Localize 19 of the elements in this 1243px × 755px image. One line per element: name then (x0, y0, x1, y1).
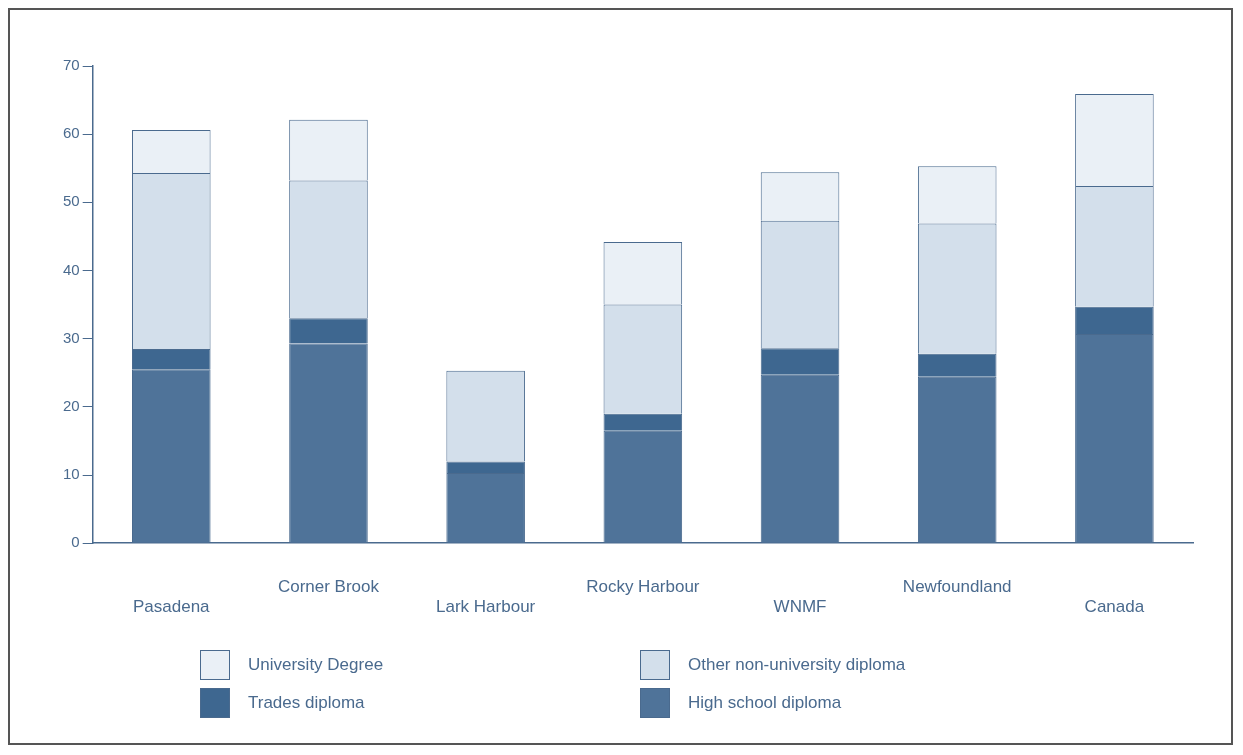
x-tick-label: Newfoundland (902, 577, 1012, 597)
y-tick-label: 60 (63, 124, 80, 142)
y-tick-label: 0 (71, 533, 80, 551)
y-tick-label: 20 (63, 397, 80, 414)
y-tick-label: 30 (63, 328, 80, 346)
x-tick-label: Pasadena (132, 597, 211, 617)
x-tick-label: Lark Harbour (436, 597, 536, 617)
legend-label: High school diploma (688, 693, 842, 713)
y-tick-label: 50 (63, 192, 80, 210)
x-tick-label: Canada (1084, 597, 1145, 617)
legend-label: Other non-university diploma (688, 655, 906, 675)
y-tick-label: 70 (63, 56, 80, 74)
x-tick-label: Corner Brook (277, 577, 380, 597)
x-tick-label: Rocky Harbour (586, 577, 700, 597)
y-tick-label: 40 (63, 260, 80, 278)
legend-label: University Degree (248, 655, 384, 675)
legend-label: Trades diploma (248, 693, 365, 713)
y-tick-label: 10 (63, 465, 80, 483)
x-tick-label: WNMF (773, 597, 827, 617)
